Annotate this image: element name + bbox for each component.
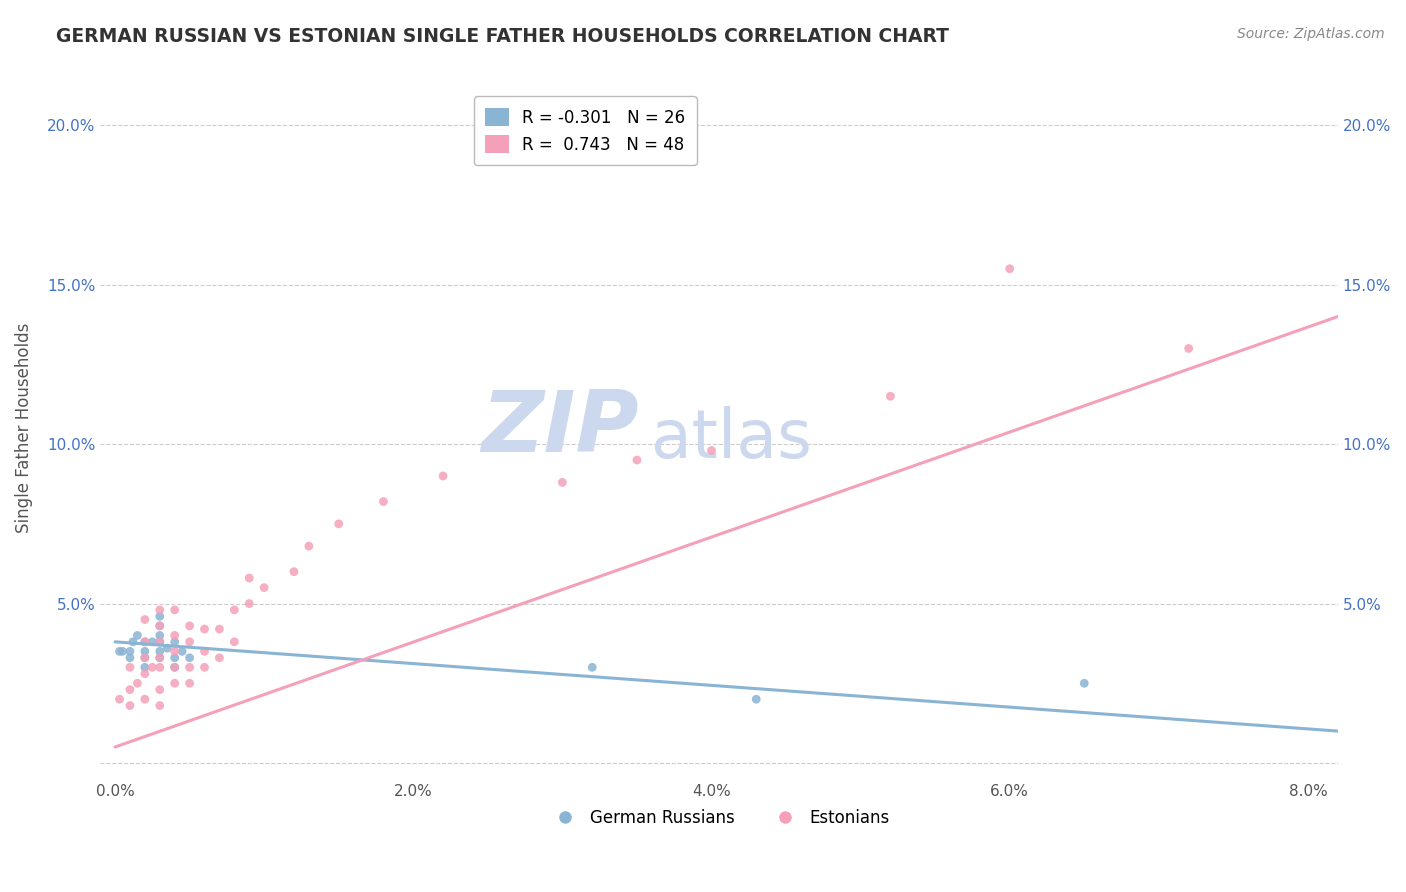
Point	[163, 660, 186, 674]
Point	[163, 650, 186, 665]
Point	[193, 644, 215, 658]
Point	[879, 389, 901, 403]
Point	[163, 660, 186, 674]
Point	[1177, 342, 1199, 356]
Point	[238, 597, 260, 611]
Point	[163, 676, 186, 690]
Point	[626, 453, 648, 467]
Y-axis label: Single Father Households: Single Father Households	[15, 323, 32, 533]
Point	[127, 676, 149, 690]
Point	[134, 692, 156, 706]
Point	[149, 603, 172, 617]
Legend: German Russians, Estonians: German Russians, Estonians	[541, 803, 897, 834]
Point	[134, 612, 156, 626]
Point	[149, 650, 172, 665]
Point	[108, 644, 131, 658]
Point	[163, 628, 186, 642]
Point	[149, 644, 172, 658]
Point	[328, 516, 350, 531]
Point	[134, 650, 156, 665]
Point	[700, 443, 723, 458]
Point	[149, 628, 172, 642]
Point	[745, 692, 768, 706]
Point	[163, 635, 186, 649]
Point	[118, 644, 141, 658]
Point	[581, 660, 603, 674]
Text: atlas: atlas	[651, 406, 811, 472]
Text: Source: ZipAtlas.com: Source: ZipAtlas.com	[1237, 27, 1385, 41]
Text: ZIP: ZIP	[481, 386, 638, 470]
Point	[149, 635, 172, 649]
Point	[149, 682, 172, 697]
Point	[127, 628, 149, 642]
Point	[1073, 676, 1095, 690]
Point	[149, 698, 172, 713]
Point	[179, 676, 201, 690]
Point	[118, 650, 141, 665]
Point	[163, 644, 186, 658]
Point	[283, 565, 305, 579]
Text: GERMAN RUSSIAN VS ESTONIAN SINGLE FATHER HOUSEHOLDS CORRELATION CHART: GERMAN RUSSIAN VS ESTONIAN SINGLE FATHER…	[56, 27, 949, 45]
Point	[208, 650, 231, 665]
Point	[193, 622, 215, 636]
Point	[149, 619, 172, 633]
Point	[172, 644, 194, 658]
Point	[238, 571, 260, 585]
Point	[998, 261, 1021, 276]
Point	[141, 635, 163, 649]
Point	[373, 494, 395, 508]
Point	[118, 682, 141, 697]
Point	[122, 635, 145, 649]
Point	[253, 581, 276, 595]
Point	[208, 622, 231, 636]
Point	[179, 635, 201, 649]
Point	[224, 635, 246, 649]
Point	[193, 660, 215, 674]
Point	[108, 692, 131, 706]
Point	[179, 650, 201, 665]
Point	[149, 609, 172, 624]
Point	[179, 660, 201, 674]
Point	[432, 469, 454, 483]
Point	[141, 660, 163, 674]
Point	[551, 475, 574, 490]
Point	[134, 650, 156, 665]
Point	[179, 619, 201, 633]
Point	[134, 635, 156, 649]
Point	[156, 641, 179, 656]
Point	[134, 635, 156, 649]
Point	[118, 660, 141, 674]
Point	[224, 603, 246, 617]
Point	[134, 666, 156, 681]
Point	[134, 660, 156, 674]
Point	[149, 619, 172, 633]
Point	[111, 644, 134, 658]
Point	[298, 539, 321, 553]
Point	[149, 650, 172, 665]
Point	[134, 644, 156, 658]
Point	[149, 635, 172, 649]
Point	[163, 603, 186, 617]
Point	[118, 698, 141, 713]
Point	[149, 660, 172, 674]
